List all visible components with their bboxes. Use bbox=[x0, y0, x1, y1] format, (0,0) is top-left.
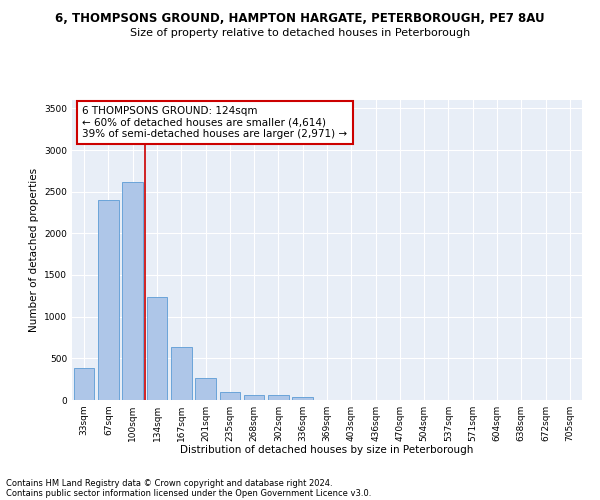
Bar bbox=[220, 392, 240, 400]
Y-axis label: Number of detached properties: Number of detached properties bbox=[29, 168, 38, 332]
Bar bbox=[122, 182, 143, 400]
Text: Contains public sector information licensed under the Open Government Licence v3: Contains public sector information licen… bbox=[6, 488, 371, 498]
Text: 6, THOMPSONS GROUND, HAMPTON HARGATE, PETERBOROUGH, PE7 8AU: 6, THOMPSONS GROUND, HAMPTON HARGATE, PE… bbox=[55, 12, 545, 26]
Text: 6 THOMPSONS GROUND: 124sqm
← 60% of detached houses are smaller (4,614)
39% of s: 6 THOMPSONS GROUND: 124sqm ← 60% of deta… bbox=[82, 106, 347, 139]
Bar bbox=[171, 346, 191, 400]
Text: Size of property relative to detached houses in Peterborough: Size of property relative to detached ho… bbox=[130, 28, 470, 38]
X-axis label: Distribution of detached houses by size in Peterborough: Distribution of detached houses by size … bbox=[181, 446, 473, 456]
Bar bbox=[74, 368, 94, 400]
Bar bbox=[195, 378, 216, 400]
Bar bbox=[244, 395, 265, 400]
Bar bbox=[98, 200, 119, 400]
Bar bbox=[292, 396, 313, 400]
Bar bbox=[146, 296, 167, 400]
Bar bbox=[268, 396, 289, 400]
Text: Contains HM Land Registry data © Crown copyright and database right 2024.: Contains HM Land Registry data © Crown c… bbox=[6, 478, 332, 488]
